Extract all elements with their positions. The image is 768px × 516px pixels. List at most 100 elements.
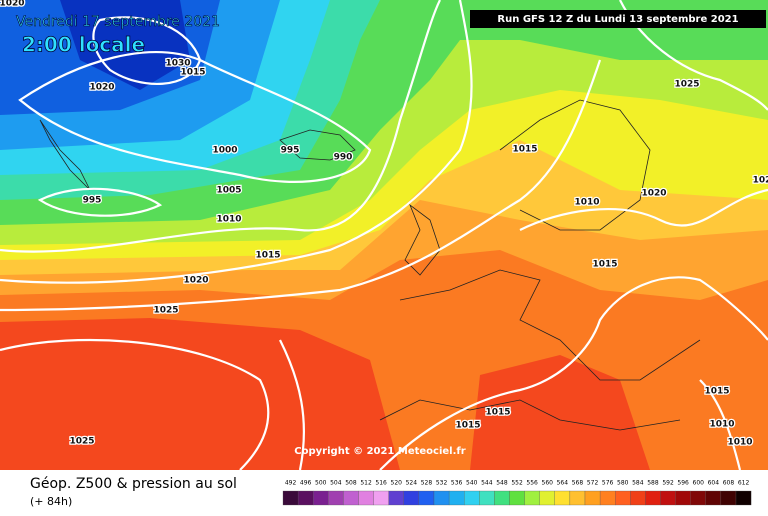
isobar-label: 1020 bbox=[641, 189, 666, 199]
isobar-label: 1010 bbox=[727, 438, 752, 448]
isobar-label: 1030 bbox=[165, 59, 190, 69]
legend-value: 572 bbox=[587, 480, 599, 487]
isobar-label: 1005 bbox=[216, 186, 241, 196]
legend-value: 552 bbox=[511, 480, 523, 487]
isobar-label: 1020 bbox=[89, 83, 114, 93]
legend-value: 564 bbox=[557, 480, 569, 487]
isobar-label: 1015 bbox=[592, 260, 617, 270]
legend-value: 492 bbox=[285, 480, 297, 487]
color-swatch bbox=[328, 490, 344, 506]
color-swatch bbox=[569, 490, 586, 506]
color-swatch bbox=[705, 490, 722, 506]
legend-value: 604 bbox=[708, 480, 720, 487]
local-time: 2:00 locale bbox=[22, 33, 145, 57]
legend-value: 608 bbox=[723, 480, 735, 487]
legend-value: 544 bbox=[481, 480, 493, 487]
color-swatch bbox=[539, 490, 555, 506]
legend-value: 584 bbox=[632, 480, 644, 487]
color-swatch bbox=[494, 490, 510, 506]
color-swatch bbox=[630, 490, 646, 506]
isobar-label: 995 bbox=[83, 196, 102, 206]
legend-value: 508 bbox=[345, 480, 357, 487]
legend-value: 596 bbox=[677, 480, 689, 487]
isobar-label: 1015 bbox=[512, 145, 537, 155]
legend-value: 496 bbox=[300, 480, 312, 487]
isobar-label: 990 bbox=[334, 153, 353, 163]
isobar-label: 1010 bbox=[709, 420, 734, 430]
color-swatch bbox=[584, 490, 601, 506]
legend-value: 568 bbox=[572, 480, 584, 487]
isobar-label: 1015 bbox=[704, 387, 729, 397]
isobar-label: 1015 bbox=[485, 408, 510, 418]
legend-value: 500 bbox=[315, 480, 327, 487]
color-swatch bbox=[690, 490, 706, 506]
footer-lead: (+ 84h) bbox=[30, 495, 72, 508]
legend-value: 528 bbox=[421, 480, 433, 487]
legend-value: 536 bbox=[451, 480, 463, 487]
isobars bbox=[0, 0, 768, 471]
legend-value: 592 bbox=[662, 480, 674, 487]
color-swatch bbox=[524, 490, 540, 506]
coastlines bbox=[39, 99, 701, 431]
date: Vendredi 17 septembre 2021 bbox=[16, 14, 220, 30]
color-swatch bbox=[720, 490, 737, 506]
color-swatch bbox=[554, 490, 571, 506]
isobar-label: 1025 bbox=[674, 80, 699, 90]
isobar-label: 1015 bbox=[255, 251, 280, 261]
color-swatch bbox=[615, 490, 631, 506]
color-swatch bbox=[297, 490, 314, 506]
isobar-label: 1025 bbox=[69, 437, 94, 447]
color-swatch bbox=[645, 490, 661, 506]
color-swatch bbox=[675, 490, 691, 506]
legend-value: 524 bbox=[406, 480, 418, 487]
color-swatch bbox=[343, 490, 359, 506]
isobar-label: 102 bbox=[753, 176, 768, 186]
colorbar: 492 496 500 504 508 512 516 520 524 528 532 536 540 5… bbox=[282, 480, 752, 506]
isobar-label: 1010 bbox=[574, 198, 599, 208]
legend-value: 612 bbox=[738, 480, 750, 487]
color-swatch bbox=[313, 490, 329, 506]
color-swatch bbox=[418, 490, 435, 506]
color-swatch bbox=[373, 490, 389, 506]
isobar-label: 1020 bbox=[183, 276, 208, 286]
legend-value: 532 bbox=[436, 480, 448, 487]
legend-value: 540 bbox=[466, 480, 478, 487]
run-info: Run GFS 12 Z du Lundi 13 septembre 2021 bbox=[497, 14, 738, 25]
legend-value: 576 bbox=[602, 480, 614, 487]
copyright: Copyright © 2021 Meteociel.fr bbox=[294, 446, 465, 457]
color-swatch bbox=[735, 490, 752, 506]
run-box bbox=[470, 10, 766, 28]
legend-value: 516 bbox=[375, 480, 387, 487]
color-swatch bbox=[464, 490, 480, 506]
isobar-label: 1025 bbox=[153, 306, 178, 316]
color-swatch bbox=[388, 490, 404, 506]
legend-value: 504 bbox=[330, 480, 342, 487]
isobar-label: 1015 bbox=[455, 421, 480, 431]
color-swatch bbox=[660, 490, 676, 506]
legend-value: 548 bbox=[496, 480, 508, 487]
legend-value: 556 bbox=[526, 480, 538, 487]
field bbox=[0, 0, 768, 470]
color-swatch bbox=[282, 490, 299, 506]
color-swatch bbox=[599, 490, 616, 506]
legend-value: 580 bbox=[617, 480, 629, 487]
isobar-label: 1010 bbox=[216, 215, 241, 225]
isobar-label: 1000 bbox=[212, 146, 237, 156]
color-swatch bbox=[358, 490, 374, 506]
legend-value: 512 bbox=[360, 480, 372, 487]
isobar-label: 1020 bbox=[0, 0, 25, 9]
legend-value: 560 bbox=[542, 480, 554, 487]
legend-value: 588 bbox=[647, 480, 659, 487]
color-swatch bbox=[448, 490, 465, 506]
legend-value: 520 bbox=[391, 480, 403, 487]
footer-title: Géop. Z500 & pression au sol bbox=[30, 476, 237, 492]
color-swatch bbox=[403, 490, 420, 506]
color-swatch bbox=[433, 490, 450, 506]
color-swatch bbox=[479, 490, 495, 506]
legend-value: 600 bbox=[693, 480, 705, 487]
color-swatch bbox=[509, 490, 525, 506]
isobar-label: 1015 bbox=[180, 68, 205, 78]
isobar-label: 995 bbox=[281, 146, 300, 156]
